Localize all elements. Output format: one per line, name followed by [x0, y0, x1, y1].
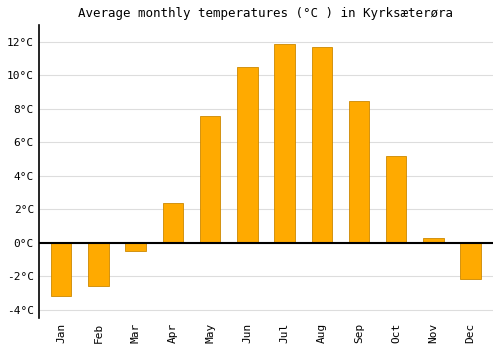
Bar	[200, 116, 220, 243]
Bar	[237, 67, 258, 243]
Bar	[274, 44, 295, 243]
Bar	[349, 100, 370, 243]
Bar	[51, 243, 72, 296]
Bar	[312, 47, 332, 243]
Bar	[126, 243, 146, 251]
Bar	[460, 243, 481, 280]
Bar	[162, 203, 183, 243]
Bar	[423, 238, 444, 243]
Title: Average monthly temperatures (°C ) in Kyrksæterøra: Average monthly temperatures (°C ) in Ky…	[78, 7, 454, 20]
Bar	[88, 243, 108, 286]
Bar	[386, 156, 406, 243]
